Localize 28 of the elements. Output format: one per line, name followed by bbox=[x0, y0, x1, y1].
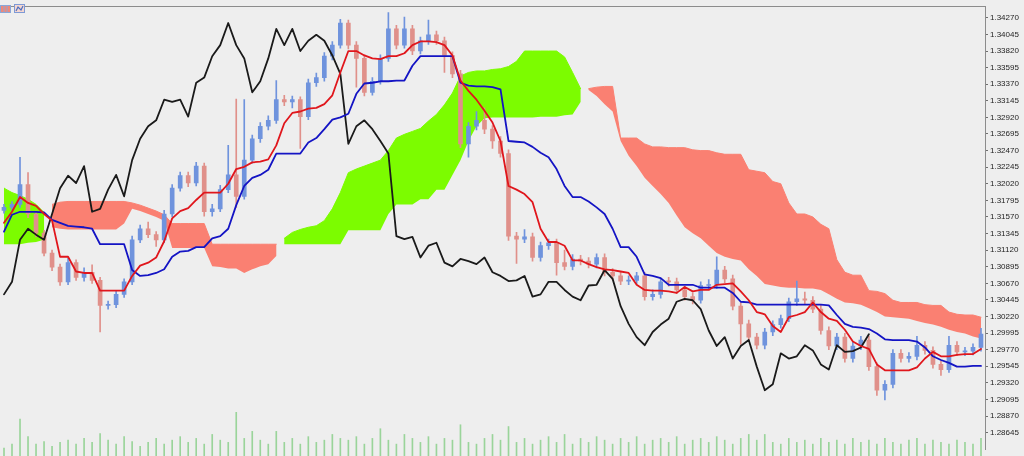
candlestick bbox=[794, 280, 800, 306]
y-tick-label: 1.31570 bbox=[990, 212, 1020, 222]
y-tick-label: 1.28870 bbox=[990, 411, 1020, 421]
y-tick-label: 1.33820 bbox=[990, 46, 1020, 56]
y-tick-label: 1.30670 bbox=[990, 278, 1020, 288]
y-tick-label: 1.29095 bbox=[990, 394, 1020, 404]
y-tick-label: 1.28645 bbox=[990, 427, 1020, 437]
y-tick-label: 1.30220 bbox=[990, 311, 1020, 321]
y-tick-label: 1.34270 bbox=[990, 13, 1020, 23]
y-tick-label: 1.31120 bbox=[990, 245, 1019, 255]
y-tick-label: 1.29995 bbox=[990, 328, 1020, 338]
y-tick-label: 1.33595 bbox=[990, 62, 1020, 72]
y-tick-label: 1.29770 bbox=[990, 344, 1020, 354]
y-tick-label: 1.33145 bbox=[990, 96, 1020, 106]
y-tick-label: 1.30895 bbox=[990, 261, 1020, 271]
y-tick-label: 1.31345 bbox=[990, 228, 1020, 238]
y-tick-label: 1.30445 bbox=[990, 295, 1020, 305]
y-tick-label: 1.32020 bbox=[990, 178, 1020, 188]
y-tick-label: 1.29545 bbox=[990, 361, 1020, 371]
y-tick-label: 1.32920 bbox=[990, 112, 1020, 122]
y-tick-label: 1.32470 bbox=[990, 145, 1020, 155]
y-tick-label: 1.32695 bbox=[990, 129, 1020, 139]
y-tick-label: 1.33370 bbox=[990, 79, 1020, 89]
y-tick-label: 1.32245 bbox=[990, 162, 1020, 172]
candlestick bbox=[906, 352, 912, 363]
y-tick-label: 1.29320 bbox=[990, 378, 1020, 388]
y-tick-label: 1.34045 bbox=[990, 29, 1020, 39]
y-tick-label: 1.31795 bbox=[990, 195, 1020, 205]
